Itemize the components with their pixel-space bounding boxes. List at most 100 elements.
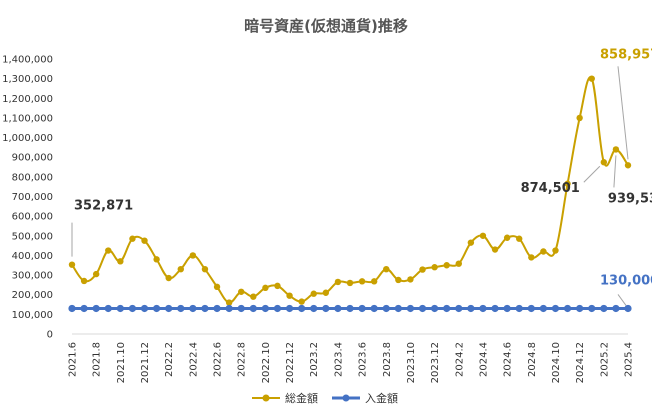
y-tick-label: 300,000 bbox=[12, 271, 53, 282]
data-point bbox=[370, 304, 378, 313]
data-point bbox=[406, 304, 415, 313]
chart-title: 暗号資産(仮想通貨)推移 bbox=[244, 17, 408, 35]
data-point bbox=[407, 276, 414, 283]
x-tick-label: 2024.6 bbox=[503, 342, 514, 377]
y-tick-label: 200,000 bbox=[12, 290, 53, 301]
x-tick-label: 2024.8 bbox=[527, 342, 538, 377]
data-label: 130,000 bbox=[600, 273, 652, 288]
data-point bbox=[370, 278, 378, 285]
data-point bbox=[515, 304, 523, 313]
data-point bbox=[117, 258, 124, 265]
x-tick-label: 2024.12 bbox=[575, 342, 586, 383]
data-point bbox=[225, 299, 233, 306]
x-tick-label: 2023.8 bbox=[382, 342, 393, 377]
data-point bbox=[552, 247, 559, 254]
data-point bbox=[600, 159, 608, 166]
y-tick-label: 900,000 bbox=[12, 153, 53, 164]
x-tick-label: 2023.10 bbox=[406, 342, 417, 383]
x-tick-label: 2021.12 bbox=[140, 342, 151, 383]
axes: 0 100,000 200,000 300,000 400,000 500,000 600,… bbox=[2, 55, 634, 384]
data-point bbox=[527, 304, 535, 313]
data-point bbox=[443, 262, 450, 269]
data-point bbox=[503, 304, 511, 313]
data-point bbox=[310, 290, 317, 297]
data-point bbox=[334, 278, 342, 286]
data-point bbox=[455, 260, 462, 267]
data-point bbox=[261, 304, 269, 313]
x-tick-label: 2022.2 bbox=[164, 342, 175, 377]
data-point bbox=[201, 304, 209, 313]
x-tick-label: 2025.4 bbox=[624, 342, 635, 377]
data-point bbox=[165, 274, 172, 282]
series-layer bbox=[68, 75, 632, 313]
y-tick-label: 1,200,000 bbox=[2, 94, 53, 105]
data-point bbox=[564, 180, 571, 187]
y-tick-label: 700,000 bbox=[12, 192, 53, 203]
data-point bbox=[249, 304, 257, 313]
data-point bbox=[237, 304, 245, 313]
data-point bbox=[80, 277, 88, 285]
legend-item: 総金額 bbox=[252, 391, 318, 405]
data-point bbox=[540, 248, 547, 255]
data-point bbox=[431, 304, 439, 313]
x-tick-label: 2022.6 bbox=[213, 342, 224, 377]
data-point bbox=[225, 304, 233, 313]
y-tick-label: 1,000,000 bbox=[2, 133, 53, 144]
y-tick-label: 1,300,000 bbox=[2, 74, 53, 85]
data-point bbox=[346, 279, 354, 287]
data-point bbox=[467, 239, 475, 246]
data-point bbox=[382, 304, 390, 313]
legend-swatch-marker bbox=[262, 394, 270, 402]
data-point bbox=[588, 304, 596, 313]
data-point bbox=[612, 304, 620, 313]
data-point bbox=[262, 284, 269, 292]
data-point bbox=[491, 304, 499, 313]
y-tick-label: 100,000 bbox=[12, 310, 53, 321]
data-point bbox=[600, 304, 608, 313]
data-point bbox=[80, 304, 88, 313]
x-tick-label: 2024.2 bbox=[454, 342, 465, 377]
data-point bbox=[539, 304, 547, 313]
data-point bbox=[455, 304, 463, 313]
data-point bbox=[68, 261, 76, 268]
data-point bbox=[528, 254, 535, 261]
data-point bbox=[213, 304, 221, 313]
y-tick-label: 500,000 bbox=[12, 231, 53, 242]
legend-swatch-marker bbox=[342, 394, 350, 402]
data-point bbox=[153, 256, 160, 263]
annotation-leader bbox=[583, 165, 601, 183]
legend-label: 総金額 bbox=[285, 391, 318, 405]
data-point bbox=[310, 304, 318, 313]
data-point bbox=[551, 304, 560, 313]
data-point bbox=[358, 304, 366, 313]
data-point bbox=[153, 304, 161, 313]
x-tick-label: 2021.8 bbox=[92, 342, 103, 377]
data-point bbox=[346, 304, 354, 313]
x-tick-label: 2024.4 bbox=[478, 342, 489, 377]
data-point bbox=[177, 304, 185, 313]
y-tick-label: 1,100,000 bbox=[2, 113, 53, 124]
data-point bbox=[395, 276, 402, 284]
x-tick-label: 2023.12 bbox=[430, 342, 441, 383]
data-point bbox=[467, 304, 475, 313]
data-point bbox=[418, 304, 427, 313]
annotation-leader bbox=[617, 66, 629, 160]
data-point bbox=[273, 304, 282, 313]
data-point bbox=[516, 235, 523, 242]
y-tick-label: 0 bbox=[47, 330, 53, 341]
data-point bbox=[177, 265, 184, 273]
series-total-amount bbox=[68, 75, 632, 306]
data-point bbox=[394, 304, 402, 313]
series-deposit-amount bbox=[68, 304, 632, 313]
data-point bbox=[624, 162, 632, 169]
data-point bbox=[128, 304, 137, 313]
data-point bbox=[189, 252, 197, 259]
data-point bbox=[201, 265, 209, 273]
data-point bbox=[189, 304, 197, 313]
data-point bbox=[443, 304, 451, 313]
y-tick-label: 600,000 bbox=[12, 212, 53, 223]
data-point bbox=[576, 114, 583, 122]
data-point bbox=[92, 304, 100, 313]
x-tick-label: 2021.6 bbox=[68, 342, 79, 377]
